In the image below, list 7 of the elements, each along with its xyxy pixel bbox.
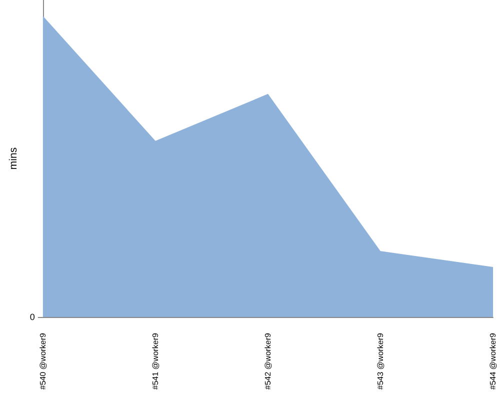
x-tick-label: #541 @worker9 (150, 332, 160, 390)
x-tick-label: #540 @worker9 (38, 332, 48, 390)
text: 0 (30, 312, 35, 322)
x-tick-label: #544 @worker9 (488, 332, 498, 390)
x-tick-label: #543 @worker9 (376, 332, 385, 390)
x-tick-label: #542 @worker9 (263, 332, 272, 390)
y-axis-title: mins (8, 147, 20, 170)
